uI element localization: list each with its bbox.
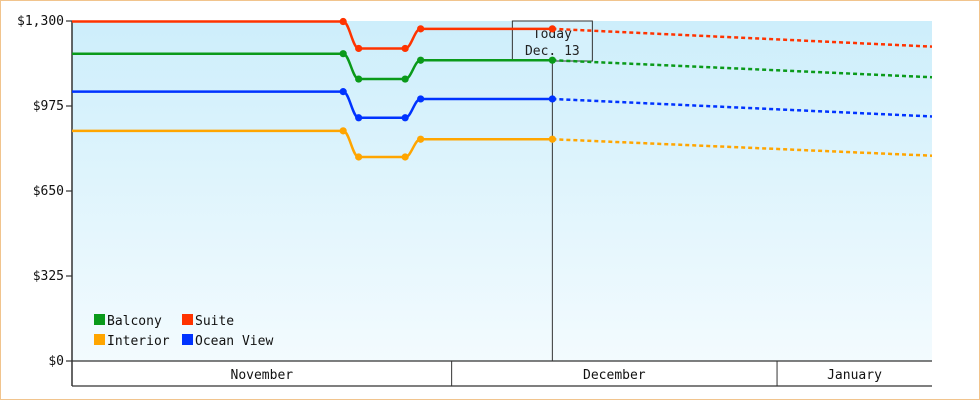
data-point	[417, 56, 425, 64]
data-point	[339, 127, 347, 135]
legend-swatch	[182, 334, 193, 345]
legend-label: Ocean View	[195, 334, 273, 349]
data-point	[339, 17, 347, 26]
legend-swatch	[94, 334, 105, 345]
series-ocean-view	[72, 88, 933, 122]
series-balcony	[72, 50, 933, 83]
data-point	[355, 75, 363, 83]
y-tick-label: $1,300	[17, 14, 64, 29]
legend-label: Balcony	[107, 314, 162, 329]
legend-swatch	[94, 314, 105, 325]
data-point	[401, 44, 409, 53]
data-point	[548, 56, 556, 64]
data-point	[417, 135, 425, 143]
y-tick-label: $325	[33, 269, 64, 284]
data-point	[417, 25, 425, 33]
series-interior	[72, 127, 933, 161]
forecast-line-balcony	[552, 58, 933, 79]
data-point	[355, 153, 363, 161]
series-line-interior	[72, 129, 553, 159]
month-label: December	[583, 368, 646, 383]
data-point	[548, 95, 556, 103]
plot-area	[72, 21, 932, 361]
forecast-line-interior	[552, 137, 933, 157]
y-tick-label: $650	[33, 184, 64, 199]
data-point	[548, 135, 556, 143]
data-point	[355, 114, 363, 122]
series-line-balcony	[72, 52, 553, 81]
y-axis: $0 $325 $650 $975 $1,300	[17, 14, 73, 386]
month-label: November	[231, 368, 294, 383]
legend: Balcony Suite Interior Ocean View	[94, 314, 273, 349]
series-line-suite	[72, 20, 553, 50]
forecast-line-ocean-view	[552, 97, 933, 118]
data-point	[417, 95, 425, 103]
y-tick-label: $975	[33, 99, 64, 114]
y-tick-label: $0	[48, 354, 64, 369]
today-label: Today	[533, 27, 572, 42]
data-point	[355, 44, 363, 53]
legend-swatch	[182, 314, 193, 325]
x-axis: November December January	[72, 360, 932, 387]
legend-label: Suite	[195, 314, 234, 329]
series-line-ocean-view	[72, 90, 553, 120]
series-suite	[72, 17, 933, 53]
forecast-line-suite	[552, 27, 933, 48]
month-label: January	[827, 368, 882, 383]
data-point	[401, 114, 409, 122]
today-date-label: Dec. 13	[525, 44, 580, 59]
data-point	[339, 88, 347, 96]
data-point	[548, 25, 556, 33]
data-point	[401, 153, 409, 161]
legend-label: Interior	[107, 334, 170, 349]
series-layer	[72, 17, 933, 161]
data-point	[339, 50, 347, 58]
data-point	[401, 75, 409, 83]
